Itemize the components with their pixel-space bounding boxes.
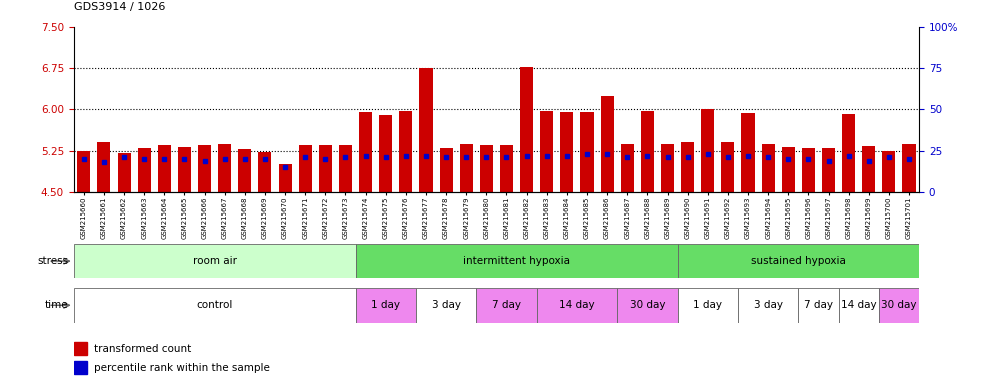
Bar xyxy=(617,288,677,323)
Bar xyxy=(500,145,513,192)
Text: 1 day: 1 day xyxy=(372,300,400,310)
Text: 3 day: 3 day xyxy=(754,300,782,310)
Bar xyxy=(862,146,875,192)
Text: GDS3914 / 1026: GDS3914 / 1026 xyxy=(74,2,165,12)
Bar xyxy=(118,154,131,192)
Bar xyxy=(78,151,90,192)
Bar xyxy=(278,164,292,192)
Bar xyxy=(681,142,694,192)
Bar xyxy=(356,288,416,323)
Bar xyxy=(781,147,795,192)
Text: 1 day: 1 day xyxy=(693,300,723,310)
Bar xyxy=(318,145,332,192)
Bar xyxy=(580,112,594,192)
Bar xyxy=(420,68,433,192)
Text: 30 day: 30 day xyxy=(881,300,917,310)
Bar xyxy=(677,288,738,323)
Text: 3 day: 3 day xyxy=(432,300,461,310)
Bar xyxy=(74,342,87,355)
Text: sustained hypoxia: sustained hypoxia xyxy=(751,256,845,266)
Bar xyxy=(460,144,473,192)
Bar xyxy=(560,112,573,192)
Bar xyxy=(178,147,191,192)
Text: 14 day: 14 day xyxy=(559,300,595,310)
Text: 7 day: 7 day xyxy=(492,300,521,310)
Bar xyxy=(399,111,413,192)
Bar xyxy=(359,112,373,192)
Bar xyxy=(520,66,533,192)
Bar xyxy=(480,145,492,192)
Bar xyxy=(842,114,855,192)
Text: control: control xyxy=(197,300,233,310)
Bar xyxy=(722,142,734,192)
Bar xyxy=(97,142,110,192)
Bar xyxy=(138,148,150,192)
Bar xyxy=(356,244,677,278)
Text: 30 day: 30 day xyxy=(630,300,665,310)
Bar xyxy=(74,244,356,278)
Bar xyxy=(416,288,477,323)
Bar xyxy=(879,288,919,323)
Bar xyxy=(741,113,755,192)
Bar xyxy=(74,361,87,374)
Bar xyxy=(701,109,715,192)
Bar xyxy=(762,144,775,192)
Bar xyxy=(541,111,553,192)
Bar xyxy=(798,288,838,323)
Bar xyxy=(439,148,452,192)
Bar xyxy=(902,144,915,192)
Bar xyxy=(883,151,896,192)
Bar xyxy=(620,144,634,192)
Text: 14 day: 14 day xyxy=(840,300,877,310)
Bar xyxy=(339,145,352,192)
Text: room air: room air xyxy=(193,256,237,266)
Bar xyxy=(157,145,171,192)
Text: time: time xyxy=(45,300,69,310)
Bar xyxy=(477,288,537,323)
Bar xyxy=(379,115,392,192)
Bar xyxy=(299,145,312,192)
Bar xyxy=(641,111,654,192)
Text: intermittent hypoxia: intermittent hypoxia xyxy=(463,256,570,266)
Bar xyxy=(822,148,836,192)
Bar xyxy=(259,152,271,192)
Bar xyxy=(661,144,674,192)
Text: stress: stress xyxy=(37,256,69,266)
Text: 7 day: 7 day xyxy=(804,300,833,310)
Bar xyxy=(802,148,815,192)
Bar xyxy=(218,144,231,192)
Bar xyxy=(601,96,613,192)
Bar xyxy=(74,288,356,323)
Bar xyxy=(198,145,211,192)
Text: percentile rank within the sample: percentile rank within the sample xyxy=(94,363,270,373)
Bar xyxy=(738,288,798,323)
Bar xyxy=(537,288,617,323)
Bar xyxy=(677,244,919,278)
Text: transformed count: transformed count xyxy=(94,344,192,354)
Bar xyxy=(838,288,879,323)
Bar xyxy=(238,149,252,192)
